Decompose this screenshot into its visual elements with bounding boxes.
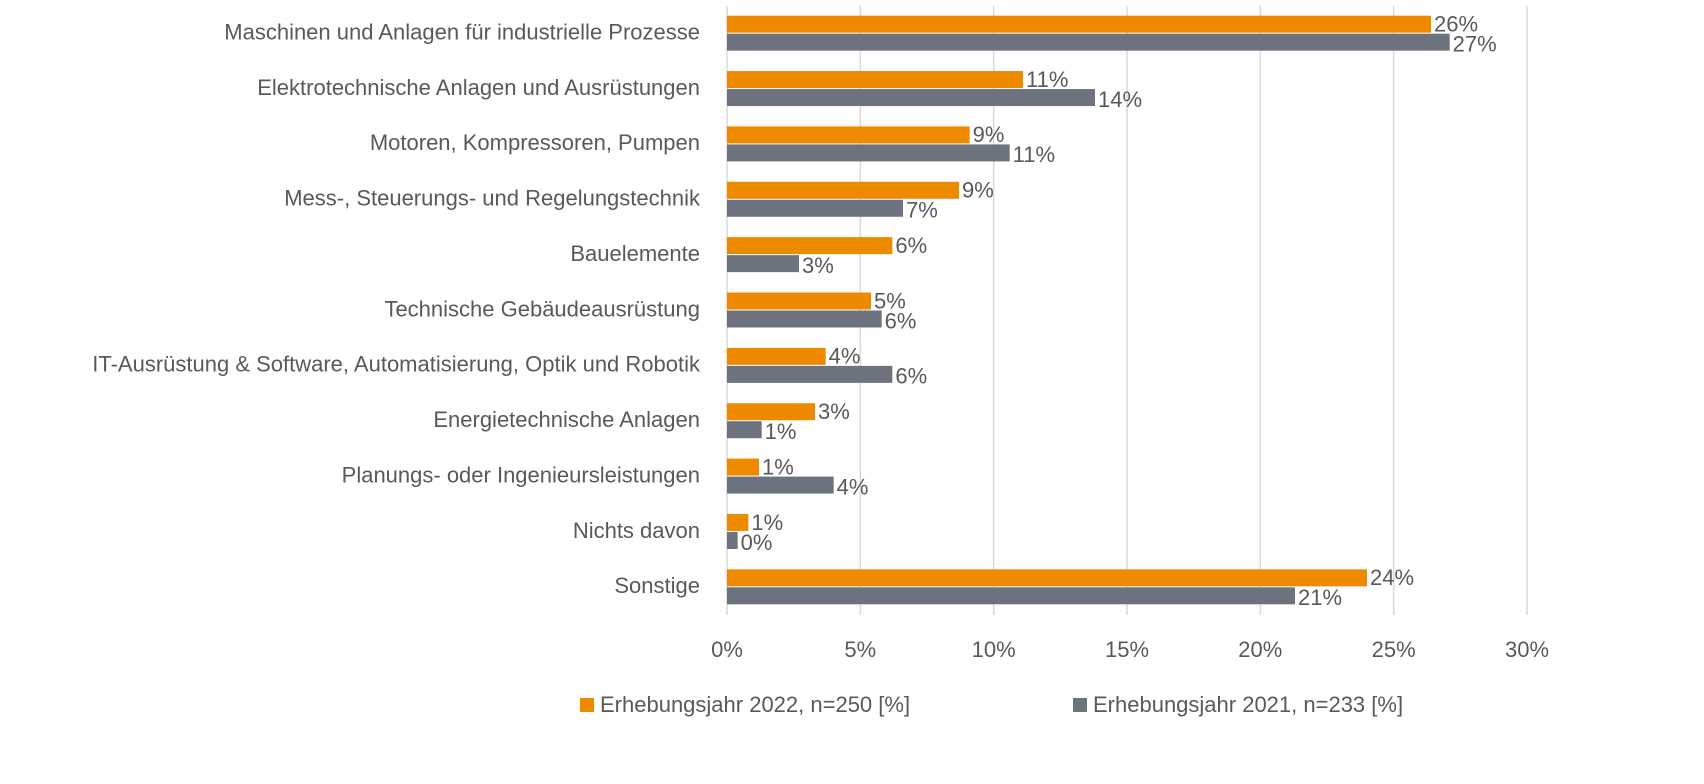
bar	[727, 33, 1450, 51]
bar	[727, 421, 762, 439]
bar	[727, 347, 826, 365]
y-tick-label: Mess-, Steuerungs- und Regelungstechnik	[284, 186, 701, 211]
bar	[727, 310, 882, 328]
data-label: 3%	[818, 399, 850, 424]
bar	[727, 458, 759, 476]
y-tick-label: Motoren, Kompressoren, Pumpen	[370, 130, 700, 155]
x-tick-label: 30%	[1505, 637, 1549, 662]
legend-swatch	[1073, 698, 1087, 712]
bar	[727, 181, 959, 199]
data-label: 6%	[895, 364, 927, 389]
legend-label: Erhebungsjahr 2021, n=233 [%]	[1093, 692, 1403, 717]
bar	[727, 403, 815, 421]
data-label: 1%	[765, 419, 797, 444]
data-label: 26%	[1434, 11, 1478, 36]
data-label: 9%	[973, 122, 1005, 147]
bar	[727, 255, 799, 273]
y-tick-label: Energietechnische Anlagen	[433, 407, 700, 432]
bar	[727, 144, 1010, 162]
bar	[727, 15, 1431, 33]
data-label: 1%	[762, 454, 794, 479]
bar	[727, 513, 749, 531]
data-label: 5%	[874, 288, 906, 313]
x-tick-label: 10%	[972, 637, 1016, 662]
y-tick-label: Planungs- oder Ingenieursleistungen	[342, 462, 700, 487]
x-tick-label: 20%	[1238, 637, 1282, 662]
data-label: 27%	[1453, 31, 1497, 56]
y-tick-label: Technische Gebäudeausrüstung	[384, 296, 700, 321]
bar	[727, 71, 1023, 89]
legend-label: Erhebungsjahr 2022, n=250 [%]	[600, 692, 910, 717]
y-tick-label: Maschinen und Anlagen für industrielle P…	[224, 19, 700, 44]
bar	[727, 199, 903, 217]
y-tick-label: Bauelemente	[570, 241, 700, 266]
data-label: 21%	[1298, 585, 1342, 610]
data-label: 9%	[962, 178, 994, 203]
y-tick-label: IT-Ausrüstung & Software, Automatisierun…	[92, 352, 701, 377]
x-tick-label: 5%	[844, 637, 876, 662]
data-label: 14%	[1098, 87, 1142, 112]
x-tick-label: 25%	[1372, 637, 1416, 662]
data-label: 11%	[1013, 142, 1055, 167]
legend-swatch	[580, 698, 594, 712]
bar	[727, 365, 893, 383]
data-label: 3%	[802, 253, 834, 278]
data-label: 6%	[885, 308, 917, 333]
y-tick-label: Nichts davon	[573, 518, 700, 543]
bar	[727, 569, 1367, 587]
x-tick-label: 0%	[711, 637, 743, 662]
data-label: 1%	[751, 510, 783, 535]
bar	[727, 237, 893, 255]
bar	[727, 126, 970, 144]
data-label: 6%	[895, 233, 927, 258]
data-label: 7%	[906, 198, 938, 223]
bar	[727, 89, 1095, 107]
bar	[727, 587, 1295, 605]
data-label: 24%	[1370, 565, 1414, 590]
data-label: 0%	[741, 530, 773, 555]
bar	[727, 531, 738, 549]
bar	[727, 476, 834, 494]
data-label: 4%	[837, 474, 869, 499]
data-label: 11%	[1026, 67, 1068, 92]
x-tick-label: 15%	[1105, 637, 1149, 662]
bar	[727, 292, 871, 310]
data-label: 4%	[829, 344, 861, 369]
y-tick-label: Sonstige	[614, 573, 700, 598]
y-tick-label: Elektrotechnische Anlagen und Ausrüstung…	[257, 75, 700, 100]
